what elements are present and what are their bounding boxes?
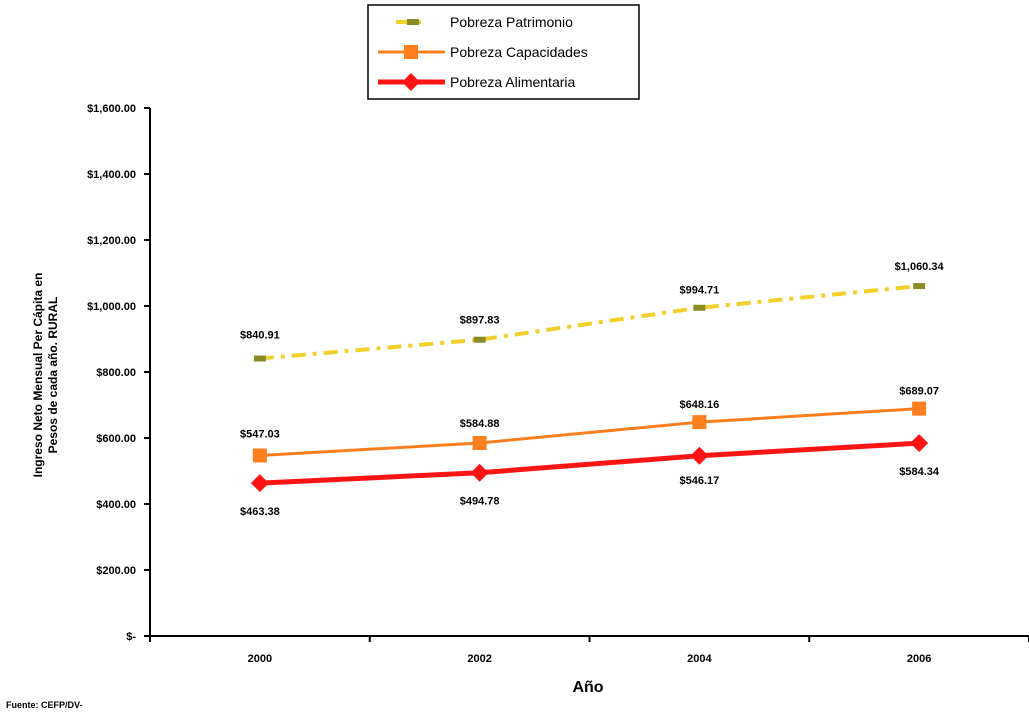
legend-marker bbox=[402, 73, 420, 91]
y-tick-label: $400.00 bbox=[96, 499, 136, 511]
data-label: $546.17 bbox=[679, 475, 719, 487]
x-tick-label: 2000 bbox=[248, 653, 272, 665]
data-label: $547.03 bbox=[240, 428, 280, 440]
legend-marker bbox=[404, 45, 418, 59]
series-group bbox=[250, 283, 929, 493]
data-point bbox=[912, 401, 927, 416]
y-axis-title-line: Pesos de cada año. RURAL bbox=[46, 297, 60, 454]
y-tick-label: $200.00 bbox=[96, 565, 136, 577]
x-tick-label: 2002 bbox=[467, 653, 491, 665]
y-tick-label: $1,200.00 bbox=[87, 235, 136, 247]
axes: $- $200.00 $400.00 $600.00 $800.00 $1,000.00 $… bbox=[31, 103, 1029, 665]
data-label: $463.38 bbox=[240, 506, 280, 518]
y-axis-title: Ingreso Neto Mensual Per Cápita enPesos … bbox=[31, 273, 60, 478]
data-point bbox=[252, 448, 267, 463]
data-label: $994.71 bbox=[679, 285, 719, 297]
series-line bbox=[259, 284, 920, 361]
legend-label: Pobreza Alimentaria bbox=[450, 74, 576, 90]
series-line bbox=[259, 440, 920, 486]
legend-label: Pobreza Capacidades bbox=[450, 44, 588, 60]
data-label: $840.91 bbox=[240, 329, 280, 341]
data-label: $494.78 bbox=[460, 496, 500, 508]
data-point bbox=[692, 415, 707, 430]
y-tick-label: $1,000.00 bbox=[87, 301, 136, 313]
x-tick-label: 2006 bbox=[907, 653, 931, 665]
data-point bbox=[913, 283, 926, 290]
y-tick-label: $- bbox=[126, 631, 136, 643]
data-point bbox=[693, 304, 706, 311]
data-label: $584.34 bbox=[899, 466, 940, 478]
legend: Pobreza Patrimonio Pobreza Capacidades Pob… bbox=[367, 4, 640, 100]
data-labels: $840.91 $897.83 $994.71 $1,060.34 $547.03 $58… bbox=[240, 261, 944, 518]
data-point bbox=[470, 463, 489, 482]
data-point bbox=[472, 435, 487, 450]
legend-symbol bbox=[378, 73, 445, 91]
legend-symbol bbox=[378, 45, 445, 59]
series-line bbox=[259, 407, 920, 457]
data-label: $1,060.34 bbox=[895, 261, 945, 273]
y-tick-label: $1,600.00 bbox=[87, 103, 136, 115]
data-point bbox=[690, 446, 709, 465]
y-axis-title-line: Ingreso Neto Mensual Per Cápita en bbox=[31, 273, 45, 478]
data-point bbox=[253, 355, 266, 362]
x-axis-title: Año bbox=[572, 679, 603, 696]
source-note: Fuente: CEFP/DV- bbox=[6, 700, 83, 710]
data-point bbox=[910, 434, 929, 453]
y-tick-label: $800.00 bbox=[96, 367, 136, 379]
data-label: $689.07 bbox=[899, 386, 939, 398]
data-label: $648.16 bbox=[679, 399, 719, 411]
legend-symbol bbox=[396, 19, 428, 25]
data-label: $897.83 bbox=[460, 315, 500, 327]
y-tick-label: $600.00 bbox=[96, 433, 136, 445]
legend-label: Pobreza Patrimonio bbox=[450, 14, 573, 30]
legend-marker bbox=[407, 19, 419, 25]
x-tick-label: 2004 bbox=[687, 653, 712, 665]
y-tick-label: $1,400.00 bbox=[87, 169, 136, 181]
data-point bbox=[250, 474, 269, 493]
data-point bbox=[473, 336, 486, 343]
data-label: $584.88 bbox=[460, 418, 500, 430]
